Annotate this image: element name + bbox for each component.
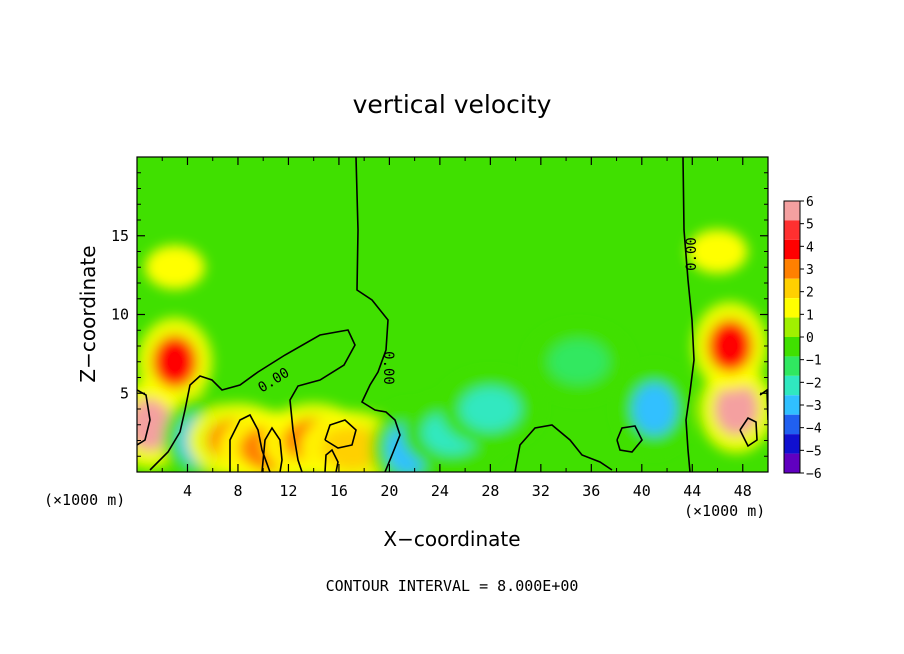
colorbar: 6 5 4 3 2 1 0 −1 −2 −3 −4 −5 −6 — [783, 195, 822, 482]
x-tick-label: 20 — [380, 482, 398, 500]
contour-label: 0.00 — [380, 351, 396, 385]
colorbar-swatch — [784, 375, 800, 396]
x-tick-label: 4 — [183, 482, 192, 500]
x-tick-label: 40 — [633, 482, 651, 500]
colorbar-label: −6 — [806, 467, 822, 482]
colorbar-label: 4 — [806, 240, 814, 255]
x-unit-label-right: (×1000 m) — [684, 502, 765, 520]
x-axis-label: X−coordinate — [383, 527, 520, 551]
colorbar-label: −4 — [806, 422, 822, 437]
chart-title: vertical velocity — [353, 90, 552, 119]
field-blob — [687, 229, 748, 274]
colorbar-label: 1 — [806, 308, 814, 323]
contour-interval-note: CONTOUR INTERVAL = 8.000E+00 — [326, 577, 579, 595]
colorbar-swatch — [784, 298, 800, 318]
field-blob — [144, 245, 205, 290]
contour-line — [514, 424, 613, 472]
field-blob — [460, 387, 521, 431]
colorbar-swatch — [784, 201, 800, 221]
contour-line — [739, 416, 758, 448]
x-axis-ticks: 4 8 12 16 20 24 28 32 36 40 44 48 — [161, 157, 752, 500]
zero-contours — [137, 157, 768, 472]
x-tick-label: 28 — [481, 482, 499, 500]
contour-line — [616, 425, 643, 453]
contour-label: 0.00 — [684, 237, 700, 271]
field-blob — [714, 383, 759, 435]
colorbar-label: 2 — [806, 286, 814, 301]
colorbar-label: 3 — [806, 263, 814, 278]
colorbar-swatch — [784, 259, 800, 279]
field-blob — [708, 320, 753, 372]
colorbar-swatch — [784, 278, 800, 299]
colorbar-label: 0 — [806, 331, 814, 346]
contour-line — [324, 448, 339, 472]
contour-line — [149, 329, 356, 472]
x-tick-label: 36 — [582, 482, 600, 500]
x-tick-label: 8 — [233, 482, 242, 500]
colorbar-label: −1 — [806, 354, 822, 369]
colorbar-swatch — [784, 434, 800, 454]
contour-line — [324, 419, 357, 449]
colorbar-swatch — [784, 337, 800, 357]
colorbar-label: −2 — [806, 376, 822, 391]
x-unit-label-left: (×1000 m) — [44, 491, 125, 509]
colorbar-label: −3 — [806, 399, 822, 414]
heatmap-field — [137, 229, 768, 472]
colorbar-swatch — [784, 356, 800, 376]
colorbar-swatch — [784, 220, 800, 240]
x-tick-label: 16 — [330, 482, 348, 500]
colorbar-swatch — [784, 317, 800, 337]
colorbar-label: −5 — [806, 444, 822, 459]
colorbar-swatch — [784, 414, 800, 435]
field-blob — [152, 335, 197, 388]
y-tick-label: 5 — [120, 384, 129, 402]
x-tick-label: 24 — [431, 482, 449, 500]
x-tick-label: 32 — [532, 482, 550, 500]
contour-line — [355, 157, 401, 472]
x-tick-label: 48 — [734, 482, 752, 500]
colorbar-label: 5 — [806, 218, 814, 233]
colorbar-swatch — [784, 395, 800, 415]
contour-line — [682, 157, 695, 472]
colorbar-label: 6 — [806, 195, 814, 210]
field-blob — [632, 383, 677, 435]
contour-line — [261, 426, 283, 472]
contour-line — [229, 413, 271, 472]
y-tick-label: 10 — [111, 306, 129, 324]
colorbar-swatch — [784, 453, 800, 473]
y-tick-label: 15 — [111, 227, 129, 245]
x-tick-label: 44 — [683, 482, 701, 500]
plot-area: 0.00 0.00 0.00 4 8 12 16 20 24 28 32 36 40 44 48 51… — [111, 156, 769, 500]
colorbar-swatch — [784, 239, 800, 260]
x-tick-label: 12 — [279, 482, 297, 500]
y-axis-ticks: 5 10 15 — [111, 172, 768, 457]
y-axis-label: Z−coordinate — [76, 245, 100, 382]
field-blob — [548, 339, 609, 384]
